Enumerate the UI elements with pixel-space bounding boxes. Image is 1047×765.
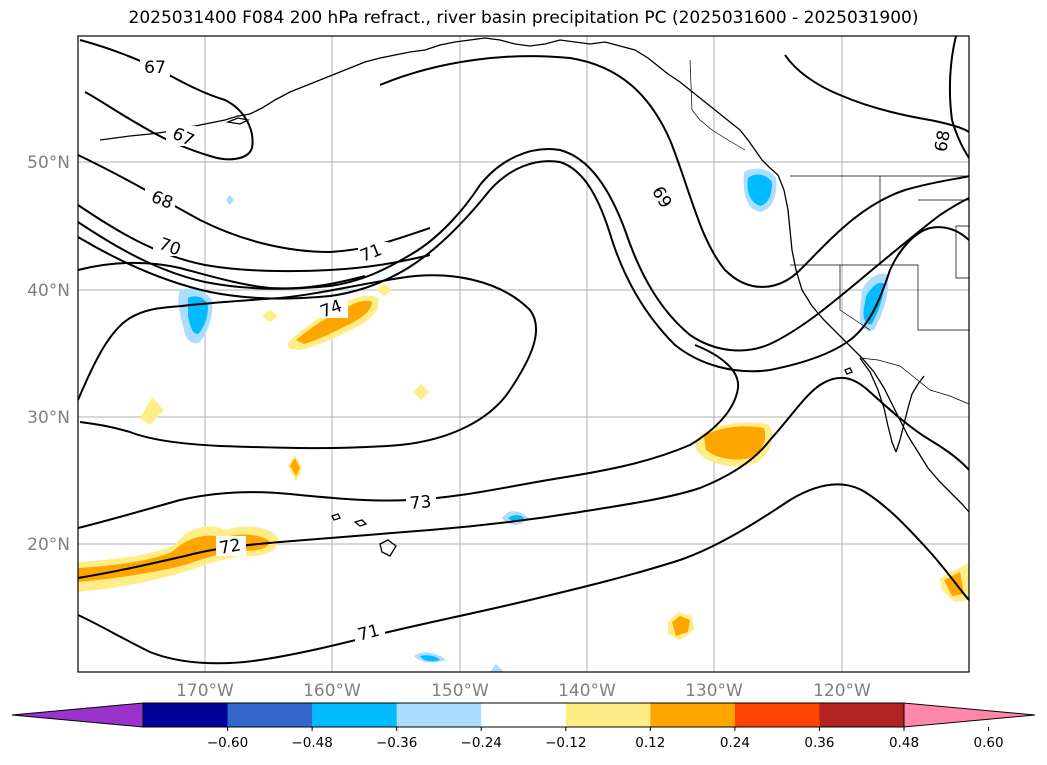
contour-68-east	[948, 35, 970, 159]
colorbar-extend-high	[903, 702, 1036, 728]
contour-label: 68	[931, 129, 954, 154]
colorbar-tick-label: −0.24	[461, 735, 502, 751]
colorbar-segment	[819, 703, 905, 727]
positive-area-small-6	[672, 616, 690, 636]
colorbar-outline	[142, 702, 905, 728]
lat-label: 40°N	[27, 281, 70, 301]
coastline-baja	[859, 357, 897, 453]
border-alaska-canada	[689, 59, 746, 151]
negative-area-small-2-halo	[490, 664, 504, 672]
colorbar-segment	[481, 703, 567, 727]
negative-area-pnw	[747, 174, 772, 206]
latitude-labels: 50°N 40°N 30°N 20°N	[27, 153, 70, 555]
coastline-gulf-of-alaska	[424, 37, 771, 169]
colorbar-tick-label: 0.36	[804, 735, 834, 751]
positive-area-small-1-halo	[140, 397, 164, 425]
contour-73-south	[77, 344, 740, 529]
coastline-pacific-northwest	[769, 167, 970, 513]
negative-area-california	[863, 282, 884, 325]
longitude-labels: 170°W 160°W 150°W 140°W 130°W 120°W	[176, 681, 871, 701]
colorbar-extend-low	[11, 702, 144, 728]
contour-73-loop	[77, 274, 538, 450]
island-hawaii-2	[353, 519, 368, 527]
contour-71-south	[77, 483, 970, 665]
colorbar-segment	[312, 703, 398, 727]
colorbar: −0.60 −0.48 −0.36 −0.24 −0.12 0.12 0.24 0.36 0.4…	[11, 702, 1036, 751]
colorbar-segment	[565, 703, 651, 727]
colorbar-tick-label: −0.48	[291, 735, 332, 751]
contour-73-north	[77, 261, 366, 290]
positive-area-central	[296, 300, 372, 344]
colorbar-tick-label: 0.48	[889, 735, 919, 751]
map-frame	[77, 35, 970, 673]
colorbar-segment	[143, 703, 229, 727]
contour-70	[77, 204, 431, 273]
lon-label: 130°W	[685, 681, 743, 701]
positive-area-small-2	[290, 458, 300, 476]
island-hawaii-3	[331, 513, 341, 521]
contour-label-boxes	[140, 56, 952, 642]
coastline-gulf-of-california	[895, 375, 925, 453]
border-states-3	[839, 265, 871, 331]
contour-label: 72	[218, 535, 243, 558]
contour-69	[379, 55, 970, 288]
lat-label: 30°N	[27, 408, 70, 428]
contour-72-north	[77, 160, 970, 373]
colorbar-tick-label: 0.24	[720, 735, 750, 751]
lon-label: 140°W	[558, 681, 616, 701]
negative-area-hawaii-east	[508, 515, 524, 521]
lat-label: 20°N	[27, 535, 70, 555]
map-panel	[78, 36, 969, 672]
positive-area-small-4-halo	[376, 284, 392, 296]
positive-area-mexico	[944, 572, 964, 596]
negative-area-south	[420, 655, 440, 662]
contour-67-east	[784, 54, 970, 133]
lat-label: 50°N	[27, 153, 70, 173]
positive-area-small-3-halo	[413, 384, 429, 400]
island-small-2	[844, 367, 853, 375]
positive-area-subtropical-east	[704, 426, 766, 460]
negative-area-small-1-halo	[226, 195, 234, 205]
contour-label: 73	[409, 492, 432, 514]
coastline-alaska-peninsula	[99, 49, 426, 141]
colorbar-segment	[650, 703, 736, 727]
island-hawaii-1	[379, 539, 397, 557]
colorbar-tick-label: −0.60	[207, 735, 248, 751]
colorbar-segment	[227, 703, 313, 727]
colorbar-tick-label: 0.60	[974, 735, 1004, 751]
colorbar-tick-label: 0.12	[635, 735, 665, 751]
coastlines	[99, 37, 970, 557]
lon-label: 120°W	[813, 681, 871, 701]
lon-label: 150°W	[431, 681, 489, 701]
colorbar-tick-label: −0.36	[376, 735, 417, 751]
island-small-1	[225, 117, 250, 125]
negative-area-west	[188, 296, 208, 334]
map-title: 2025031400 F084 200 hPa refract., river …	[128, 8, 919, 28]
lon-label: 160°W	[303, 681, 361, 701]
lon-label: 170°W	[176, 681, 234, 701]
colorbar-segment	[734, 703, 820, 727]
contour-label: 67	[144, 58, 166, 78]
positive-area-small-5-halo	[262, 310, 278, 322]
colorbar-segment	[396, 703, 482, 727]
border-us-mexico	[859, 357, 970, 405]
colorbar-tick-label: −0.12	[545, 735, 586, 751]
